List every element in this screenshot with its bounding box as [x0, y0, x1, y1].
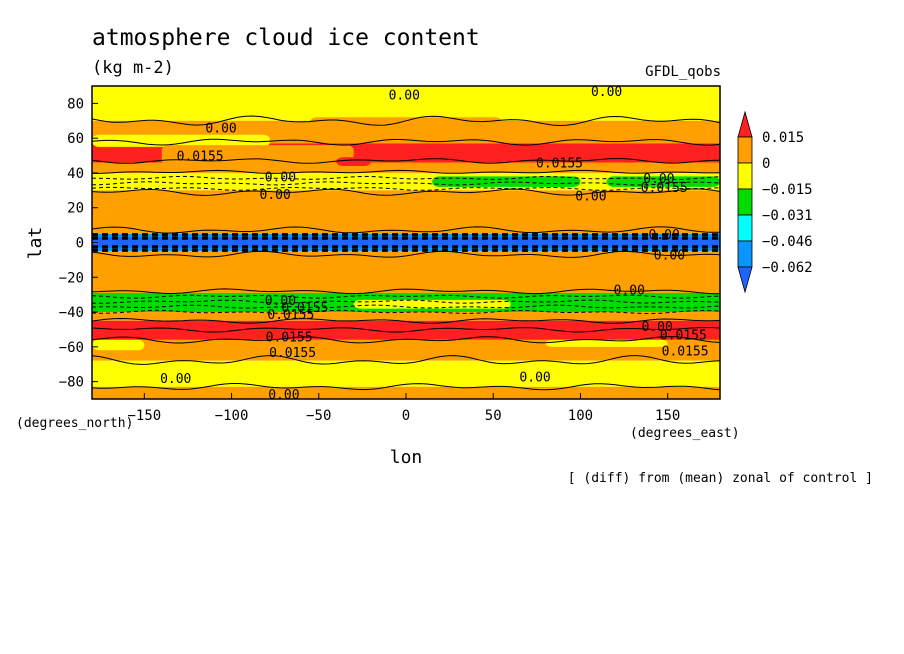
- contour-label-6: 0.00: [260, 188, 291, 203]
- x-tick-label-6: 150: [655, 408, 680, 424]
- patch-0: [92, 134, 270, 147]
- colorbar-label-0: 0.015: [762, 130, 804, 146]
- contour-label-11: 0.00: [654, 249, 685, 264]
- contour-line-10: [92, 288, 720, 295]
- y-tick-label-4: 0: [76, 236, 84, 252]
- contour-label-19: 0.0155: [660, 329, 707, 344]
- contour-line-8: [92, 226, 720, 234]
- contour-label-13: 0.0155: [281, 301, 328, 316]
- contour-label-10: 0.00: [649, 228, 680, 243]
- colorbar-box-2: [737, 162, 753, 190]
- band-12: [92, 360, 720, 387]
- contour-label-9: 0.0155: [641, 181, 688, 196]
- contour-label-18: 0.00: [642, 320, 673, 335]
- colorbar-box-4: [737, 214, 753, 242]
- x-tick-label-2: −50: [306, 408, 331, 424]
- footnote: [ (diff) from (mean) zonal of control ]: [568, 471, 873, 486]
- contour-label-12: 0.00: [265, 294, 296, 309]
- colorbar-label-5: −0.062: [762, 260, 813, 276]
- y-tick-label-8: 80: [67, 96, 84, 112]
- y-units: (degrees_north): [16, 416, 133, 431]
- contour-label-22: 0.00: [519, 370, 550, 385]
- y-tick-label-6: 40: [67, 166, 84, 182]
- band-9: [92, 312, 720, 321]
- colorbar-label-2: −0.015: [762, 182, 813, 198]
- y-tick-label-5: 20: [67, 201, 84, 217]
- contour-label-14: 0.0155: [267, 308, 314, 323]
- band-5: [92, 190, 720, 234]
- band-10: [92, 320, 720, 340]
- colorbar-label-3: −0.031: [762, 208, 813, 224]
- contour-label-15: 0.0155: [266, 330, 313, 345]
- patch-10: [231, 388, 337, 398]
- patch-2: [118, 150, 162, 161]
- chart-title: atmosphere cloud ice content: [92, 25, 480, 51]
- model-label: GFDL_qobs: [645, 64, 721, 80]
- x-tick-label-5: 100: [568, 408, 593, 424]
- contour-label-8: 0.00: [643, 172, 674, 187]
- x-tick-label-0: −150: [127, 408, 161, 424]
- band-7: [92, 251, 720, 293]
- contour-line-16: [92, 326, 720, 333]
- colorbar-box-3: [737, 188, 753, 216]
- contour-line-9: [92, 250, 720, 258]
- contour-line-0: [92, 115, 720, 127]
- y-axis-label: lat: [25, 227, 46, 260]
- contour-label-21: 0.00: [160, 372, 191, 387]
- contour-line-18: [92, 355, 720, 365]
- contour-label-23: 0.00: [268, 388, 299, 403]
- contour-line-17: [92, 336, 720, 344]
- y-tick-label-3: −20: [59, 270, 84, 286]
- x-units: (degrees_east): [630, 426, 740, 441]
- patch-8: [545, 339, 668, 347]
- chart-subtitle: (kg m-2): [92, 58, 174, 78]
- contour-label-16: 0.0155: [269, 346, 316, 361]
- x-tick-label-3: 0: [402, 408, 410, 424]
- colorbar-arrow-bottom: [737, 266, 753, 294]
- patch-1: [310, 117, 502, 135]
- contour-label-2: 0.00: [205, 122, 236, 137]
- y-tick-label-1: −60: [59, 340, 84, 356]
- y-tick-label-7: 60: [67, 131, 84, 147]
- y-tick-label-0: −80: [59, 375, 84, 391]
- x-tick-label-1: −100: [215, 408, 249, 424]
- colorbar-box-5: [737, 240, 753, 268]
- contour-line-7: [92, 188, 720, 196]
- band-0: [92, 86, 720, 121]
- contour-label-3: 0.0155: [177, 150, 224, 165]
- colorbar-label-4: −0.046: [762, 234, 813, 250]
- contour-label-20: 0.0155: [662, 344, 709, 359]
- x-axis-label: lon: [390, 447, 423, 468]
- contour-label-1: 0.00: [591, 85, 622, 100]
- contour-label-4: 0.0155: [536, 157, 583, 172]
- contour-line-3: [92, 169, 720, 174]
- colorbar: 0.015 0 −0.015 −0.031 −0.046 −0.062: [737, 110, 813, 294]
- equatorial-core: [92, 237, 720, 248]
- contour-label-0: 0.00: [389, 89, 420, 104]
- contour-label-7: 0.00: [575, 190, 606, 205]
- contour-line-2: [92, 158, 720, 164]
- colorbar-arrow-top: [737, 110, 753, 138]
- contour-label-17: 0.00: [614, 283, 645, 298]
- y-tick-label-2: −40: [59, 305, 84, 321]
- patch-6: [606, 176, 720, 187]
- colorbar-box-1: [737, 136, 753, 164]
- contour-label-5: 0.00: [265, 170, 296, 185]
- patch-4: [336, 157, 372, 166]
- x-tick-label-4: 50: [485, 408, 502, 424]
- patch-9: [92, 339, 145, 351]
- colorbar-label-1: 0: [762, 156, 770, 172]
- contour-line-19: [92, 383, 720, 391]
- contour-line-1: [92, 138, 720, 146]
- contour-line-15: [92, 317, 720, 324]
- band-3: [92, 162, 720, 173]
